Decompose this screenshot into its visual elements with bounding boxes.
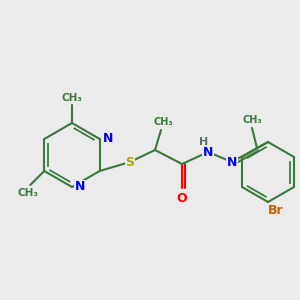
Text: Br: Br <box>268 203 284 217</box>
Text: O: O <box>177 191 187 205</box>
Text: S: S <box>125 155 134 169</box>
Text: N: N <box>103 133 113 146</box>
Text: CH₃: CH₃ <box>61 93 82 103</box>
Text: CH₃: CH₃ <box>242 115 262 125</box>
Text: H: H <box>200 137 208 147</box>
Text: CH₃: CH₃ <box>18 188 39 198</box>
Text: N: N <box>203 146 213 158</box>
Text: N: N <box>227 155 237 169</box>
Text: N: N <box>75 181 85 194</box>
Text: CH₃: CH₃ <box>153 117 173 127</box>
